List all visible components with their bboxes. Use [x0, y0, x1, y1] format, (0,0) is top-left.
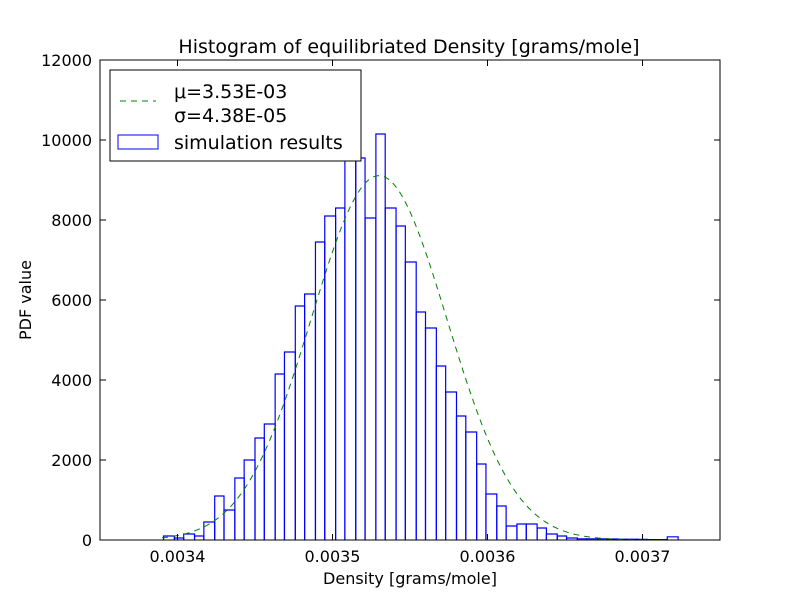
y-axis-label: PDF value [16, 260, 35, 340]
x-axis-label: Density [grams/mole] [323, 569, 497, 588]
y-tick-label: 4000 [51, 371, 92, 390]
histogram-bin [496, 505, 507, 540]
legend-sigma-label: σ=4.38E-05 [174, 105, 287, 127]
y-tick-label: 10000 [41, 131, 92, 150]
histogram-bin [666, 536, 679, 540]
y-tick-label: 2000 [51, 451, 92, 470]
legend-histogram-swatch [117, 134, 159, 150]
legend-frame [109, 69, 362, 162]
y-tick-label: 0 [82, 531, 92, 550]
y-tick-label: 6000 [51, 291, 92, 310]
legend-histogram-label: simulation results [174, 132, 343, 154]
x-axis: 0.0034 0.0035 0.0036 0.0037 [150, 60, 671, 566]
plot-marks [161, 133, 679, 541]
y-axis: 0 2000 4000 6000 8000 10000 12000 [41, 51, 720, 550]
x-tick-label: 0.0036 [460, 547, 516, 566]
y-tick-label: 8000 [51, 211, 92, 230]
x-tick-label: 0.0035 [305, 547, 361, 566]
legend-mu-label: μ=3.53E-03 [174, 81, 287, 103]
legend: μ=3.53E-03 σ=4.38E-05 simulation results [109, 69, 362, 162]
y-tick-label: 12000 [41, 51, 92, 70]
x-tick-label: 0.0034 [150, 547, 206, 566]
chart-title: Histogram of equilibriated Density [gram… [178, 36, 639, 58]
normal-fit-curve [161, 175, 679, 541]
x-tick-label: 0.0037 [615, 547, 671, 566]
